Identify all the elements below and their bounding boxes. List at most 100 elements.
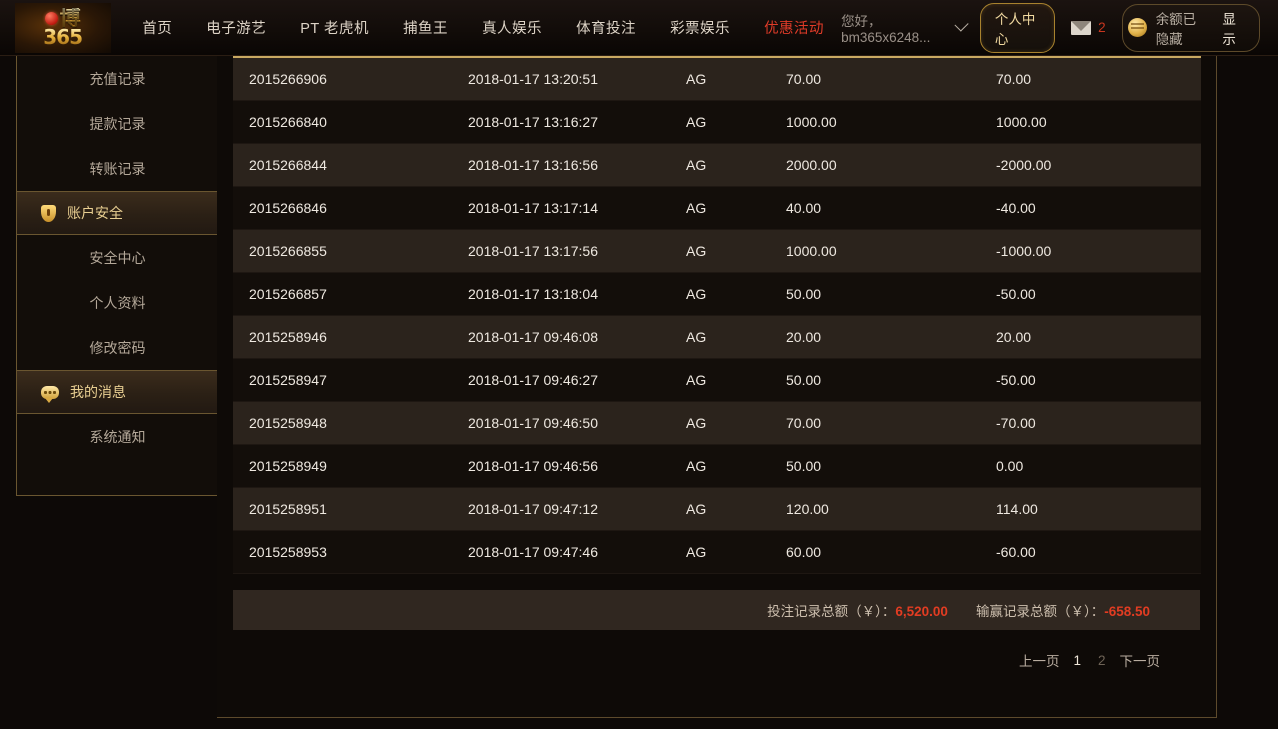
table-row: 2015258947 2018-01-17 09:46:27 AG 50.00 -50.…: [233, 359, 1201, 402]
content-panel: 2015266906 2018-01-17 13:20:51 AG 70.00 70.0…: [217, 56, 1217, 718]
cell-id: 2015258953: [249, 544, 327, 560]
nav-home[interactable]: 首页: [142, 21, 173, 37]
sidebar-item-deposit-records[interactable]: 充值记录: [89, 70, 146, 87]
cell-id: 2015266855: [249, 243, 327, 259]
balance-show-button[interactable]: 显示: [1222, 11, 1236, 47]
cell-platform: AG: [686, 157, 707, 173]
cell-platform: AG: [686, 114, 707, 130]
cell-platform: AG: [686, 501, 707, 517]
nav-pt-slots[interactable]: PT 老虎机: [300, 21, 370, 37]
nav-fishing-king[interactable]: 捕鱼王: [403, 21, 449, 37]
pagination-page-2[interactable]: 2: [1097, 652, 1106, 668]
cell-result: 70.00: [996, 71, 1032, 87]
sidebar-group-label: 我的消息: [70, 384, 126, 400]
sidebar-group-my-messages[interactable]: 我的消息: [17, 370, 218, 414]
cell-result: -40.00: [996, 200, 1036, 216]
pagination-next[interactable]: 下一页: [1119, 654, 1161, 669]
bo365-logo[interactable]: 博 365: [14, 2, 111, 53]
sidebar-item-withdrawal-records[interactable]: 提款记录: [89, 115, 146, 132]
balance-widget: 余额已隐藏 显示: [1121, 3, 1261, 52]
bet-total-group: 投注记录总额（￥）：6,520.00: [767, 600, 948, 620]
cell-result: -70.00: [996, 415, 1036, 431]
nav-sports-betting[interactable]: 体育投注: [576, 21, 637, 37]
chat-icon: [41, 385, 59, 403]
cell-result: 1000.00: [996, 114, 1047, 130]
cell-time: 2018-01-17 09:47:12: [468, 501, 598, 517]
sidebar-item-system-notice[interactable]: 系统通知: [89, 428, 146, 445]
cell-id: 2015258946: [249, 329, 327, 345]
logo-symbol: 博: [59, 6, 81, 30]
site-header: 博 365 首页 电子游艺 PT 老虎机 捕鱼王 真人娱乐 体育投注 彩票娱乐 优惠活动 您好…: [0, 0, 1278, 56]
logo-wrap[interactable]: 博 365: [14, 0, 111, 56]
cell-time: 2018-01-17 13:17:14: [468, 200, 598, 216]
cell-platform: AG: [686, 200, 707, 216]
logo-top: 博: [44, 6, 81, 30]
cell-platform: AG: [686, 544, 707, 560]
logo-number: 365: [43, 25, 83, 49]
mail-count-badge: 2: [1098, 20, 1106, 35]
shield-icon: [41, 204, 56, 222]
sidebar-item-change-password[interactable]: 修改密码: [89, 339, 146, 356]
table-row: 2015258953 2018-01-17 09:47:46 AG 60.00 -60.…: [233, 531, 1201, 574]
cell-result: -60.00: [996, 544, 1036, 560]
cell-platform: AG: [686, 286, 707, 302]
cell-id: 2015266857: [249, 286, 327, 302]
cell-result: -1000.00: [996, 243, 1052, 259]
table-row: 2015258951 2018-01-17 09:47:12 AG 120.00 114…: [233, 488, 1201, 531]
nav-lottery[interactable]: 彩票娱乐: [670, 21, 731, 37]
mail-button[interactable]: 2: [1071, 20, 1106, 35]
sidebar-item-security-center[interactable]: 安全中心: [89, 249, 146, 266]
cell-bet: 70.00: [786, 71, 822, 87]
sidebar-group-account-security[interactable]: 账户安全: [17, 191, 218, 235]
sidebar-item-transfer-records[interactable]: 转账记录: [89, 160, 146, 177]
cell-bet: 60.00: [786, 544, 822, 560]
sidebar-item-profile[interactable]: 个人资料: [89, 294, 146, 311]
cell-time: 2018-01-17 09:47:46: [468, 544, 598, 560]
chevron-down-icon: [954, 17, 969, 32]
cell-id: 2015258951: [249, 501, 327, 517]
sidebar-group-label: 账户安全: [67, 205, 123, 221]
cell-time: 2018-01-17 13:17:56: [468, 243, 598, 259]
cell-id: 2015266840: [249, 114, 327, 130]
cell-time: 2018-01-17 09:46:56: [468, 458, 598, 474]
pagination-prev[interactable]: 上一页: [1018, 654, 1060, 669]
coin-icon: [1127, 18, 1147, 37]
cell-time: 2018-01-17 13:16:27: [468, 114, 598, 130]
result-total-label: 输赢记录总额（￥）：: [975, 604, 1105, 619]
member-center-button[interactable]: 个人中心: [979, 2, 1056, 53]
nav-electronic-games[interactable]: 电子游艺: [206, 21, 267, 37]
bet-records-table: 2015266906 2018-01-17 13:20:51 AG 70.00 70.0…: [233, 56, 1201, 574]
nav-promotions[interactable]: 优惠活动: [764, 21, 825, 37]
cell-bet: 40.00: [786, 200, 822, 216]
table-row: 2015258949 2018-01-17 09:46:56 AG 50.00 0.00: [233, 445, 1201, 488]
cell-time: 2018-01-17 13:18:04: [468, 286, 598, 302]
table-row: 2015266855 2018-01-17 13:17:56 AG 1000.00 -1…: [233, 230, 1201, 273]
sidebar: 充值记录提款记录转账记录账户安全安全中心个人资料修改密码我的消息系统通知: [16, 56, 219, 496]
cell-bet: 50.00: [786, 286, 822, 302]
result-total-group: 输赢记录总额（￥）：-658.50: [976, 600, 1150, 620]
cell-id: 2015258949: [249, 458, 327, 474]
bet-total-label: 投注记录总额（￥）：: [767, 604, 896, 619]
table-row: 2015266846 2018-01-17 13:17:14 AG 40.00 -40.…: [233, 187, 1201, 230]
cell-id: 2015258947: [249, 372, 327, 388]
cell-result: 20.00: [996, 329, 1032, 345]
summary-bar: 投注记录总额（￥）：6,520.00 输赢记录总额（￥）：-658.50: [233, 590, 1200, 630]
cell-platform: AG: [686, 458, 707, 474]
bet-total-value: 6,520.00: [895, 604, 948, 619]
table-row: 2015266906 2018-01-17 13:20:51 AG 70.00 70.0…: [233, 58, 1201, 101]
pagination-page-1[interactable]: 1: [1073, 652, 1081, 668]
nav-live-casino[interactable]: 真人娱乐: [482, 21, 543, 37]
cell-result: -50.00: [996, 286, 1036, 302]
header-right: 您好，bm365x6248... 个人中心 2 余额已隐藏 显示: [841, 2, 1278, 53]
cell-platform: AG: [686, 243, 707, 259]
cell-bet: 1000.00: [786, 243, 837, 259]
user-greeting-dropdown[interactable]: 您好，bm365x6248...: [841, 10, 969, 45]
table-row: 2015266844 2018-01-17 13:16:56 AG 2000.00 -2…: [233, 144, 1201, 187]
cell-bet: 1000.00: [786, 114, 837, 130]
pagination: 上一页 1 2 下一页: [233, 650, 1200, 670]
envelope-icon: [1071, 20, 1092, 35]
cell-time: 2018-01-17 13:20:51: [468, 71, 598, 87]
cell-bet: 70.00: [786, 415, 822, 431]
cell-bet: 2000.00: [786, 157, 837, 173]
